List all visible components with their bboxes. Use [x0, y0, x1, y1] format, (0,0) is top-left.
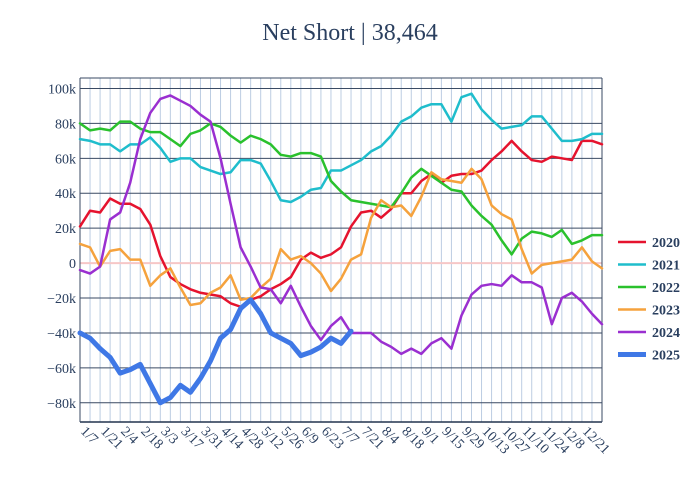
- chart-title: Net Short | 38,464: [262, 20, 437, 46]
- legend: 2020 2021 2022 2023 2024 2025: [618, 236, 680, 364]
- y-tick-label: −80k: [47, 397, 76, 412]
- y-tick-label: 20k: [55, 222, 76, 237]
- vertical-gridlines: [79, 78, 603, 422]
- legend-label-2022: 2022: [652, 281, 680, 296]
- series-line-2022: [78, 120, 604, 256]
- legend-label-2021: 2021: [652, 259, 680, 274]
- y-tick-label: 0: [69, 257, 76, 272]
- y-tick-label: 60k: [55, 152, 76, 167]
- series-line-2021: [78, 92, 604, 204]
- legend-label-2025: 2025: [652, 349, 680, 364]
- y-tick-label: −60k: [47, 362, 76, 377]
- legend-label-2023: 2023: [652, 304, 680, 319]
- series-lines: [77, 92, 604, 406]
- y-axis-tick-labels: −80k −60k −40k −20k 0 20k 40k 60k 80k 100k: [47, 82, 76, 411]
- y-tick-label: 80k: [55, 117, 76, 132]
- series-line-2025: [77, 297, 354, 406]
- horizontal-gridlines: [79, 77, 603, 423]
- y-tick-label: −20k: [47, 292, 76, 307]
- y-tick-label: 40k: [55, 187, 76, 202]
- series-line-2024: [78, 94, 604, 356]
- series-line-2023: [78, 167, 604, 307]
- y-tick-label: 100k: [48, 82, 76, 97]
- legend-label-2020: 2020: [652, 236, 680, 251]
- legend-label-2024: 2024: [652, 326, 680, 341]
- y-tick-label: −40k: [47, 327, 76, 342]
